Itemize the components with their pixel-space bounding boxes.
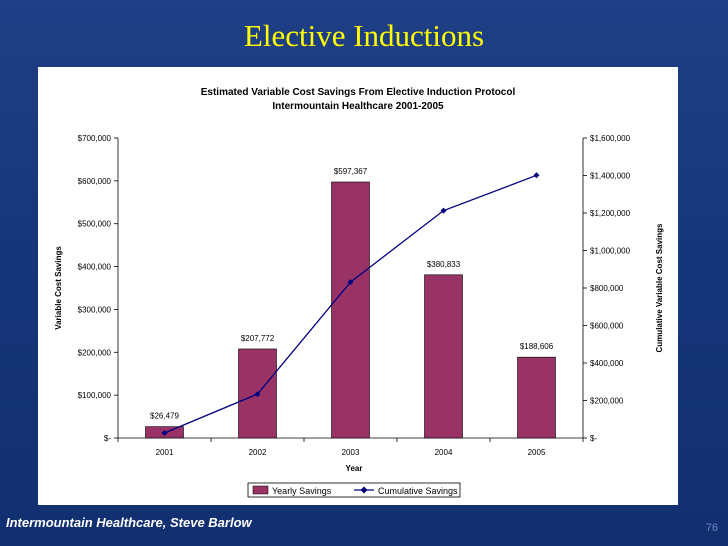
y-tick-label: $-	[104, 434, 111, 443]
y-axis-title: Variable Cost Savings	[54, 246, 63, 330]
y-tick-label: $400,000	[78, 263, 112, 272]
legend: Yearly Savings Cumulative Savings	[247, 482, 461, 498]
y2-tick-label: $-	[590, 434, 597, 443]
cumulative-point-2003	[347, 279, 354, 286]
y2-axis-title: Cumulative Variable Cost Savings	[655, 223, 664, 352]
chart-subtitle: Intermountain Healthcare 2001-2005	[272, 101, 444, 112]
legend-marker	[360, 486, 368, 494]
bar-label-2004: $380,833	[427, 260, 461, 269]
y2-tick-label: $400,000	[590, 359, 624, 368]
bar-2005	[517, 356, 556, 439]
cumulative-point-2005	[533, 172, 540, 179]
y2-tick-label: $1,400,000	[590, 172, 631, 181]
x-tick-label: 2002	[249, 448, 267, 457]
bar-2003	[331, 181, 370, 439]
x-tick-label: 2003	[342, 448, 360, 457]
y2-tick-label: $1,000,000	[590, 247, 631, 256]
y2-tick-label: $200,000	[590, 397, 624, 406]
cumulative-point-2004	[440, 207, 447, 214]
y2-tick-label: $1,600,000	[590, 134, 631, 143]
y-tick-label: $100,000	[78, 391, 112, 400]
chart-panel: Estimated Variable Cost Savings From Ele…	[38, 67, 678, 505]
y-tick-label: $300,000	[78, 305, 112, 314]
x-tick-label: 2005	[528, 448, 546, 457]
bar-label-2003: $597,367	[334, 167, 368, 176]
footer-credit: Intermountain Healthcare, Steve Barlow	[6, 515, 252, 530]
legend-bar-swatch	[252, 485, 269, 495]
bar-2004	[424, 274, 463, 439]
plot-area: $- $100,000 $200,000 $300,000 $400,000 $500,0…	[78, 134, 631, 457]
bar-label-2002: $207,772	[241, 334, 275, 343]
y2-tick-label: $1,200,000	[590, 209, 631, 218]
y-tick-label: $500,000	[78, 220, 112, 229]
y2-tick-label: $800,000	[590, 284, 624, 293]
slide-title: Elective Inductions	[243, 18, 485, 53]
legend-label-yearly: Yearly Savings	[272, 486, 332, 496]
bar-label-2001: $26,479	[150, 412, 179, 421]
chart-title: Estimated Variable Cost Savings From Ele…	[201, 87, 516, 98]
legend-label-cumulative: Cumulative Savings	[378, 486, 458, 496]
y-tick-label: $600,000	[78, 177, 112, 186]
x-axis-title: Year	[346, 464, 363, 473]
page-number: 76	[705, 522, 718, 534]
bar-label-2005: $188,606	[520, 342, 554, 351]
x-tick-label: 2004	[435, 448, 453, 457]
x-tick-label: 2001	[156, 448, 174, 457]
cumulative-point-2001	[161, 430, 168, 437]
y-tick-label: $700,000	[78, 134, 112, 143]
cumulative-point-2002	[254, 391, 261, 398]
savings-chart: Estimated Variable Cost Savings From Ele…	[54, 87, 664, 498]
y2-tick-label: $600,000	[590, 322, 624, 331]
y-tick-label: $200,000	[78, 348, 112, 357]
